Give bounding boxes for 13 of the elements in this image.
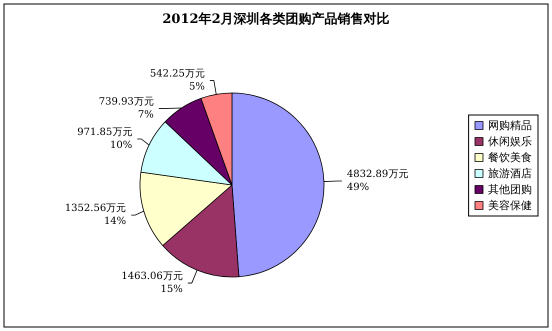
legend-label: 休闲娱乐	[488, 135, 532, 148]
data-label: 542.25万元 5%	[150, 68, 205, 93]
legend-label: 网购精品	[488, 119, 532, 132]
legend-label: 餐饮美食	[488, 151, 532, 164]
legend-label: 其他团购	[488, 183, 532, 196]
legend-label: 美容保健	[488, 199, 532, 212]
data-label: 1463.06万元 15%	[121, 271, 183, 296]
chart-title: 2012年2月深圳各类团购产品销售对比	[162, 11, 390, 27]
data-label: 739.93万元 7%	[98, 96, 154, 121]
legend-label: 旅游酒店	[488, 167, 532, 180]
data-label: 1352.56万元 14%	[64, 203, 126, 228]
data-label: 971.85万元 10%	[77, 126, 132, 151]
data-label: 4832.89万元 49%	[346, 169, 408, 194]
